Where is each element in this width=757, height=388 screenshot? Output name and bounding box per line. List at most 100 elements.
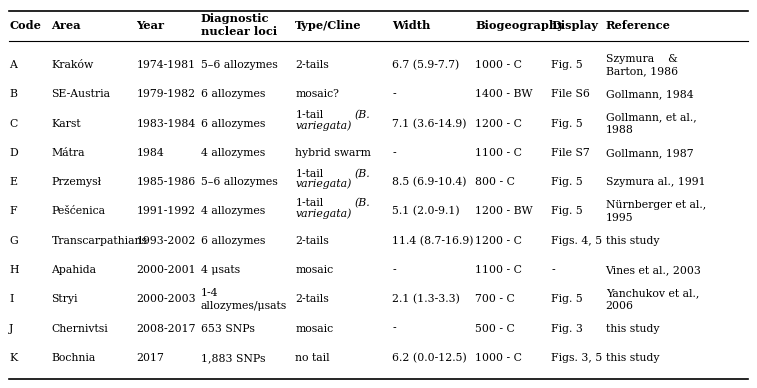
Text: mosaic: mosaic xyxy=(295,324,333,334)
Text: Karst: Karst xyxy=(51,119,81,129)
Text: 1100 - C: 1100 - C xyxy=(475,265,522,275)
Text: 1100 - C: 1100 - C xyxy=(475,148,522,158)
Text: 1979-1982: 1979-1982 xyxy=(136,89,195,99)
Text: Fig. 3: Fig. 3 xyxy=(551,324,583,334)
Text: 4 allozymes: 4 allozymes xyxy=(201,206,265,217)
Text: mosaic: mosaic xyxy=(295,265,333,275)
Text: Fig. 5: Fig. 5 xyxy=(551,60,583,70)
Text: Vines et al., 2003: Vines et al., 2003 xyxy=(606,265,702,275)
Text: -: - xyxy=(392,324,396,334)
Text: Fig. 5: Fig. 5 xyxy=(551,119,583,129)
Text: 11.4 (8.7-16.9): 11.4 (8.7-16.9) xyxy=(392,236,474,246)
Text: Display: Display xyxy=(551,20,598,31)
Text: Fig. 5: Fig. 5 xyxy=(551,206,583,217)
Text: 5–6 allozymes: 5–6 allozymes xyxy=(201,177,277,187)
Text: C: C xyxy=(9,119,17,129)
Text: mosaic?: mosaic? xyxy=(295,89,339,99)
Text: hybrid swarm: hybrid swarm xyxy=(295,148,371,158)
Text: Transcarpathians: Transcarpathians xyxy=(51,236,148,246)
Text: Figs. 3, 5: Figs. 3, 5 xyxy=(551,353,603,363)
Text: Fig. 5: Fig. 5 xyxy=(551,177,583,187)
Text: 2-tails: 2-tails xyxy=(295,236,329,246)
Text: File S6: File S6 xyxy=(551,89,590,99)
Text: 1000 - C: 1000 - C xyxy=(475,60,522,70)
Text: Year: Year xyxy=(136,20,164,31)
Text: variegata): variegata) xyxy=(295,179,351,189)
Text: B: B xyxy=(9,89,17,99)
Text: Biogeography: Biogeography xyxy=(475,20,564,31)
Text: 4 μsats: 4 μsats xyxy=(201,265,240,275)
Text: 1-4
allozymes/μsats: 1-4 allozymes/μsats xyxy=(201,288,287,311)
Text: no tail: no tail xyxy=(295,353,330,363)
Text: 6.7 (5.9-7.7): 6.7 (5.9-7.7) xyxy=(392,60,459,70)
Text: 4 allozymes: 4 allozymes xyxy=(201,148,265,158)
Text: this study: this study xyxy=(606,236,659,246)
Text: A: A xyxy=(9,60,17,70)
Text: Bochnia: Bochnia xyxy=(51,353,95,363)
Text: I: I xyxy=(9,294,14,304)
Text: 8.5 (6.9-10.4): 8.5 (6.9-10.4) xyxy=(392,177,466,187)
Text: Area: Area xyxy=(51,20,81,31)
Text: Gollmann, 1987: Gollmann, 1987 xyxy=(606,148,693,158)
Text: F: F xyxy=(9,206,17,217)
Text: -: - xyxy=(392,148,396,158)
Text: E: E xyxy=(9,177,17,187)
Text: 1985-1986: 1985-1986 xyxy=(136,177,195,187)
Text: 1974-1981: 1974-1981 xyxy=(136,60,195,70)
Text: (B.: (B. xyxy=(354,110,370,120)
Text: 1200 - C: 1200 - C xyxy=(475,119,522,129)
Text: Pešćenica: Pešćenica xyxy=(51,206,105,217)
Text: Szymura al., 1991: Szymura al., 1991 xyxy=(606,177,706,187)
Text: Szymura    &
Barton, 1986: Szymura & Barton, 1986 xyxy=(606,54,678,76)
Text: variegata): variegata) xyxy=(295,208,351,219)
Text: Width: Width xyxy=(392,20,431,31)
Text: 1,883 SNPs: 1,883 SNPs xyxy=(201,353,265,363)
Text: Kraków: Kraków xyxy=(51,60,94,70)
Text: (B.: (B. xyxy=(354,198,370,208)
Text: J: J xyxy=(9,324,14,334)
Text: H: H xyxy=(9,265,19,275)
Text: this study: this study xyxy=(606,353,659,363)
Text: 6 allozymes: 6 allozymes xyxy=(201,89,265,99)
Text: -: - xyxy=(392,265,396,275)
Text: 1000 - C: 1000 - C xyxy=(475,353,522,363)
Text: G: G xyxy=(9,236,18,246)
Text: this study: this study xyxy=(606,324,659,334)
Text: SE-Austria: SE-Austria xyxy=(51,89,111,99)
Text: 5–6 allozymes: 5–6 allozymes xyxy=(201,60,277,70)
Text: (B.: (B. xyxy=(354,169,370,179)
Text: 6.2 (0.0-12.5): 6.2 (0.0-12.5) xyxy=(392,353,467,363)
Text: 1-tail: 1-tail xyxy=(295,110,323,120)
Text: Yanchukov et al.,
2006: Yanchukov et al., 2006 xyxy=(606,288,699,311)
Text: Apahida: Apahida xyxy=(51,265,96,275)
Text: 2017: 2017 xyxy=(136,353,164,363)
Text: Type/Cline: Type/Cline xyxy=(295,20,362,31)
Text: 2000-2001: 2000-2001 xyxy=(136,265,196,275)
Text: 1200 - BW: 1200 - BW xyxy=(475,206,533,217)
Text: 500 - C: 500 - C xyxy=(475,324,516,334)
Text: Mátra: Mátra xyxy=(51,148,85,158)
Text: Code: Code xyxy=(9,20,41,31)
Text: 1983-1984: 1983-1984 xyxy=(136,119,195,129)
Text: Figs. 4, 5: Figs. 4, 5 xyxy=(551,236,603,246)
Text: 2000-2003: 2000-2003 xyxy=(136,294,196,304)
Text: Reference: Reference xyxy=(606,20,671,31)
Text: Przemysł: Przemysł xyxy=(51,177,101,187)
Text: 653 SNPs: 653 SNPs xyxy=(201,324,254,334)
Text: 1991-1992: 1991-1992 xyxy=(136,206,195,217)
Text: 1993-2002: 1993-2002 xyxy=(136,236,195,246)
Text: Chernivtsi: Chernivtsi xyxy=(51,324,108,334)
Text: 700 - C: 700 - C xyxy=(475,294,516,304)
Text: variegata): variegata) xyxy=(295,120,351,131)
Text: 2008-2017: 2008-2017 xyxy=(136,324,196,334)
Text: K: K xyxy=(9,353,17,363)
Text: 6 allozymes: 6 allozymes xyxy=(201,236,265,246)
Text: Stryi: Stryi xyxy=(51,294,78,304)
Text: 1984: 1984 xyxy=(136,148,164,158)
Text: 2-tails: 2-tails xyxy=(295,60,329,70)
Text: 1400 - BW: 1400 - BW xyxy=(475,89,533,99)
Text: Diagnostic
nuclear loci: Diagnostic nuclear loci xyxy=(201,13,277,37)
Text: Fig. 5: Fig. 5 xyxy=(551,294,583,304)
Text: 1-tail: 1-tail xyxy=(295,198,323,208)
Text: 7.1 (3.6-14.9): 7.1 (3.6-14.9) xyxy=(392,118,466,129)
